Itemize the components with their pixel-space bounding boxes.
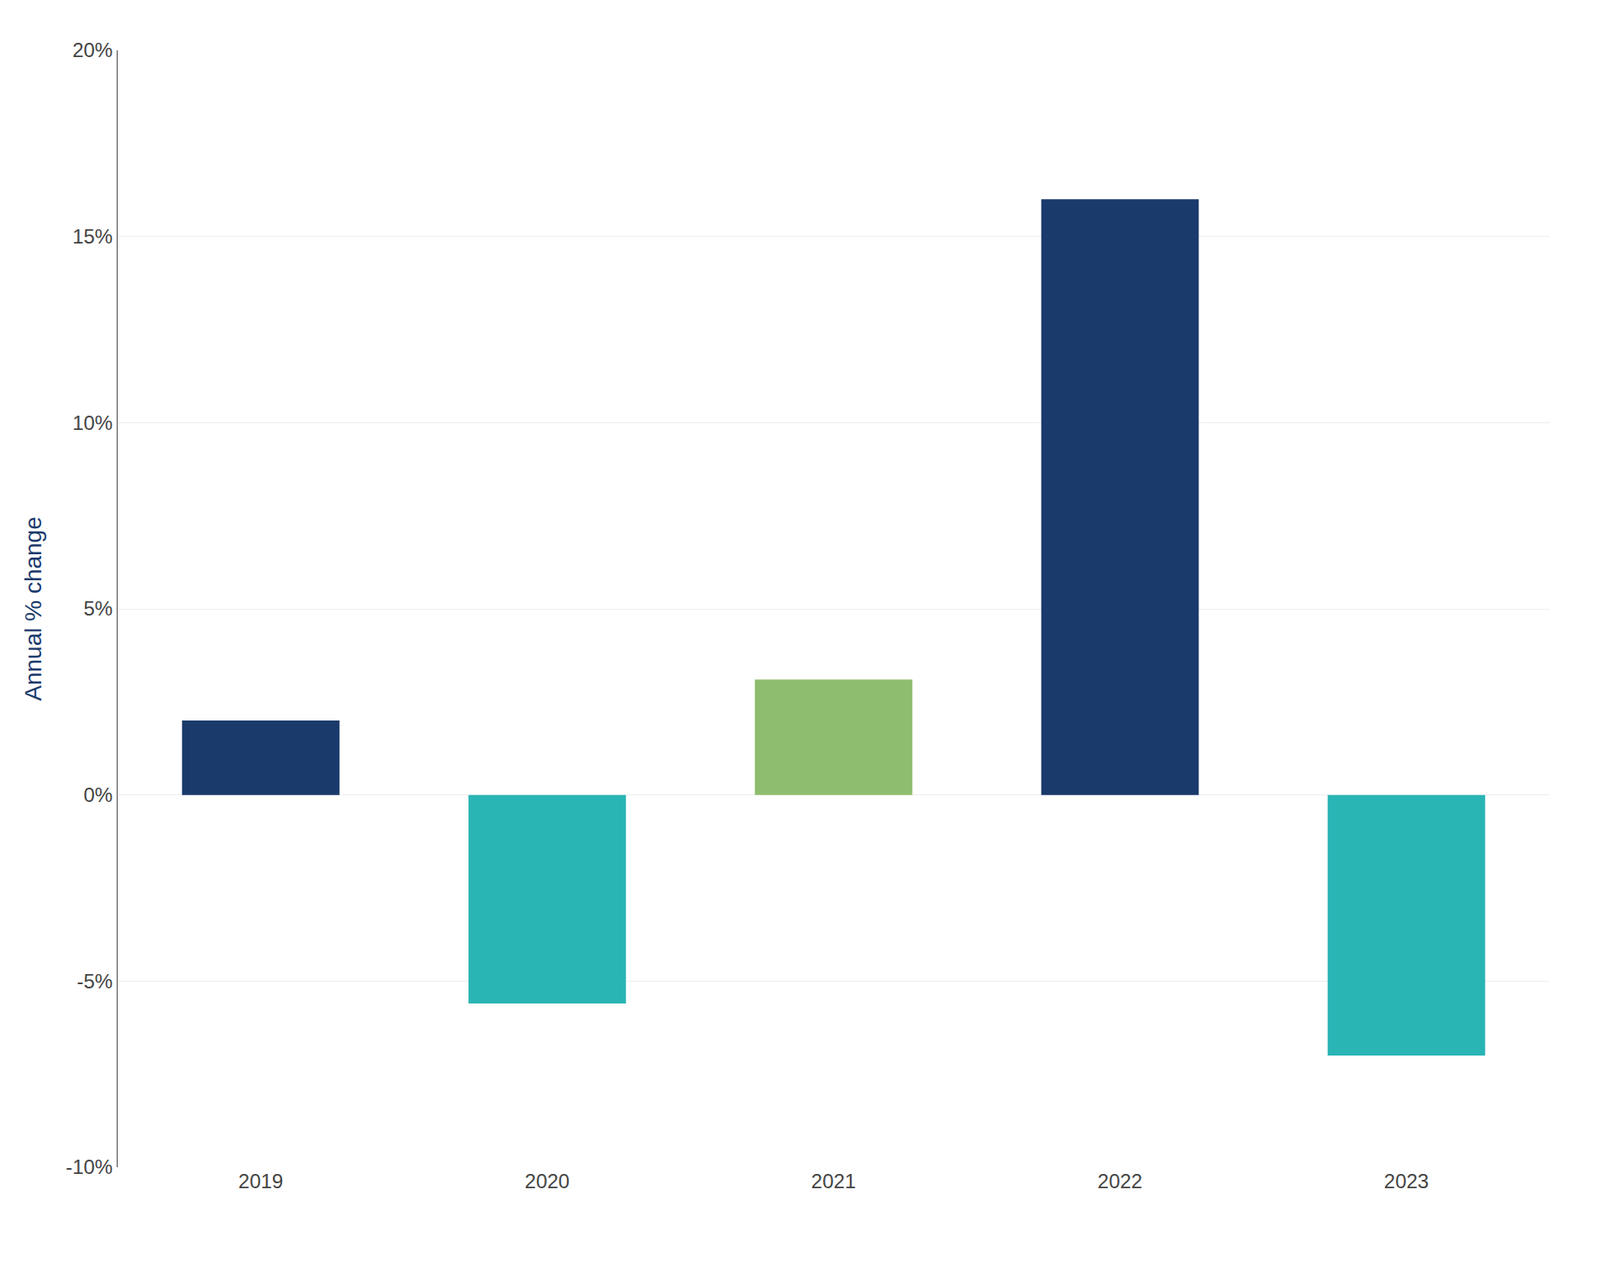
svg-text:0%: 0% — [83, 783, 114, 807]
svg-text:2021: 2021 — [811, 1169, 856, 1193]
svg-text:2019: 2019 — [238, 1169, 284, 1193]
svg-text:15%: 15% — [72, 225, 113, 248]
svg-text:20%: 20% — [72, 38, 113, 62]
svg-text:-10%: -10% — [65, 1155, 113, 1179]
svg-text:10%: 10% — [72, 411, 113, 435]
svg-text:2023: 2023 — [1384, 1169, 1429, 1193]
svg-text:5%: 5% — [83, 597, 114, 620]
svg-text:2022: 2022 — [1097, 1169, 1143, 1193]
svg-text:-5%: -5% — [77, 970, 114, 993]
svg-text:2020: 2020 — [524, 1169, 570, 1193]
svg-text:Annual % change: Annual % change — [20, 516, 47, 702]
